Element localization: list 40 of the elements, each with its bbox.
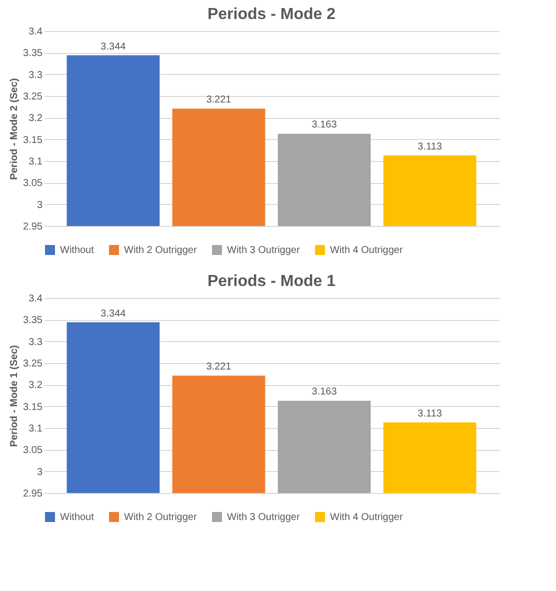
legend-label: Without — [60, 245, 94, 256]
y-tick-label: 2.95 — [23, 488, 43, 500]
y-tick-label: 3.25 — [23, 358, 43, 370]
legend-label: With 3 Outrigger — [227, 512, 300, 523]
chart-title: Periods - Mode 1 — [207, 273, 336, 290]
data-label: 3.344 — [100, 308, 126, 320]
y-tick-label: 3.05 — [23, 178, 43, 190]
legend-label: With 3 Outrigger — [227, 245, 300, 256]
y-tick-label: 3.3 — [28, 70, 43, 81]
y-tick-label: 3.25 — [23, 92, 43, 102]
y-tick-label: 3.35 — [23, 315, 43, 326]
y-tick-label: 3.4 — [28, 294, 43, 304]
legend-label: With 2 Outrigger — [124, 245, 198, 256]
y-tick-label: 3.35 — [23, 48, 43, 60]
y-tick-label: 2.95 — [23, 222, 43, 232]
y-tick-label: 3.3 — [28, 336, 43, 348]
data-label: 3.113 — [418, 408, 442, 420]
data-label: 3.221 — [206, 362, 232, 373]
y-tick-label: 3.1 — [28, 156, 43, 168]
legend-label: With 4 Outrigger — [330, 512, 404, 523]
y-axis-title: Period - Mode 2 (Sec) — [9, 78, 20, 180]
data-label: 3.344 — [100, 41, 126, 52]
y-tick-label: 3.4 — [28, 26, 43, 38]
data-label: 3.113 — [418, 141, 442, 152]
y-tick-label: 3.2 — [28, 380, 43, 392]
data-label: 3.163 — [312, 120, 338, 131]
data-label: 3.221 — [206, 94, 232, 106]
legend-label: With 2 Outrigger — [124, 512, 198, 523]
y-tick-label: 3.15 — [23, 134, 43, 146]
y-tick-label: 3.05 — [23, 445, 43, 456]
y-tick-label: 3 — [36, 200, 43, 211]
y-tick-label: 3.15 — [23, 402, 43, 413]
y-axis-title: Period - Mode 1 (Sec) — [9, 345, 20, 447]
chart-title: Periods - Mode 2 — [207, 6, 336, 23]
legend-label: With 4 Outrigger — [330, 245, 404, 256]
y-tick-label: 3.1 — [28, 424, 43, 434]
data-label: 3.163 — [312, 386, 338, 398]
legend-label: Without — [60, 512, 94, 523]
y-tick-label: 3.2 — [28, 113, 43, 124]
y-tick-label: 3 — [36, 466, 43, 478]
